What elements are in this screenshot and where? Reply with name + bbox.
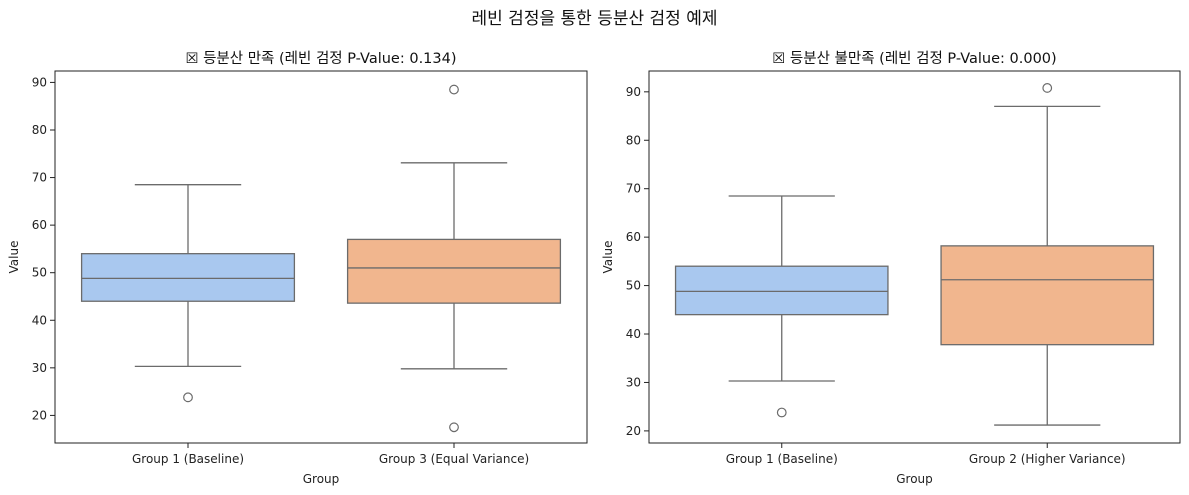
y-tick-label: 70 <box>626 182 641 196</box>
y-axis-label: Value <box>601 241 615 274</box>
axes-frame <box>648 70 1181 444</box>
y-tick-label: 20 <box>32 408 47 422</box>
x-tick-label: Group 2 (Higher Variance) <box>969 452 1126 466</box>
y-tick-label: 40 <box>32 313 47 327</box>
box-2 <box>940 83 1155 426</box>
chart-title: ☒ 등분산 만족 (레빈 검정 P-Value: 0.134) <box>185 50 456 67</box>
x-axis-label: Group <box>896 472 933 486</box>
y-tick-label: 80 <box>32 123 47 137</box>
right-chart-panel: ☒ 등분산 불만족 (레빈 검정 P-Value: 0.000) 20 30 40 50… <box>601 50 1181 486</box>
outlier-point <box>776 407 787 418</box>
y-tick-label: 80 <box>626 133 641 147</box>
outlier-point <box>449 422 459 433</box>
outlier-point <box>183 392 193 403</box>
y-tick-label: 60 <box>626 230 641 244</box>
y-axis-label: Value <box>7 241 21 274</box>
y-tick-label: 50 <box>32 266 47 280</box>
box-1 <box>80 184 296 403</box>
y-tick-label: 90 <box>32 75 47 89</box>
x-axis-label: Group <box>303 472 340 486</box>
axes-frame <box>54 70 588 444</box>
box-1 <box>674 195 889 418</box>
x-tick-label: Group 1 (Baseline) <box>726 452 838 466</box>
y-tick-label: 60 <box>32 218 47 232</box>
iqr-box <box>346 238 562 304</box>
y-tick-label: 70 <box>32 171 47 185</box>
y-tick-label: 50 <box>626 279 641 293</box>
y-tick-label: 30 <box>626 375 641 389</box>
y-tick-label: 40 <box>626 327 641 341</box>
outlier-point <box>1042 83 1053 93</box>
x-tick-label: Group 1 (Baseline) <box>132 452 244 466</box>
y-tick-label: 90 <box>626 85 641 99</box>
y-tick-label: 20 <box>626 424 641 438</box>
iqr-box <box>940 245 1155 346</box>
outlier-point <box>449 84 459 95</box>
left-chart-panel: ☒ 등분산 만족 (레빈 검정 P-Value: 0.134) 20 30 40 50 6… <box>7 50 588 486</box>
chart-title: ☒ 등분산 불만족 (레빈 검정 P-Value: 0.000) <box>772 50 1056 67</box>
figure-title: 레빈 검정을 통한 등분산 검정 예제 <box>472 9 718 29</box>
x-tick-label: Group 3 (Equal Variance) <box>379 452 529 466</box>
iqr-box <box>674 265 889 316</box>
iqr-box <box>80 253 296 302</box>
y-tick-label: 30 <box>32 361 47 375</box>
box-2 <box>346 84 562 433</box>
